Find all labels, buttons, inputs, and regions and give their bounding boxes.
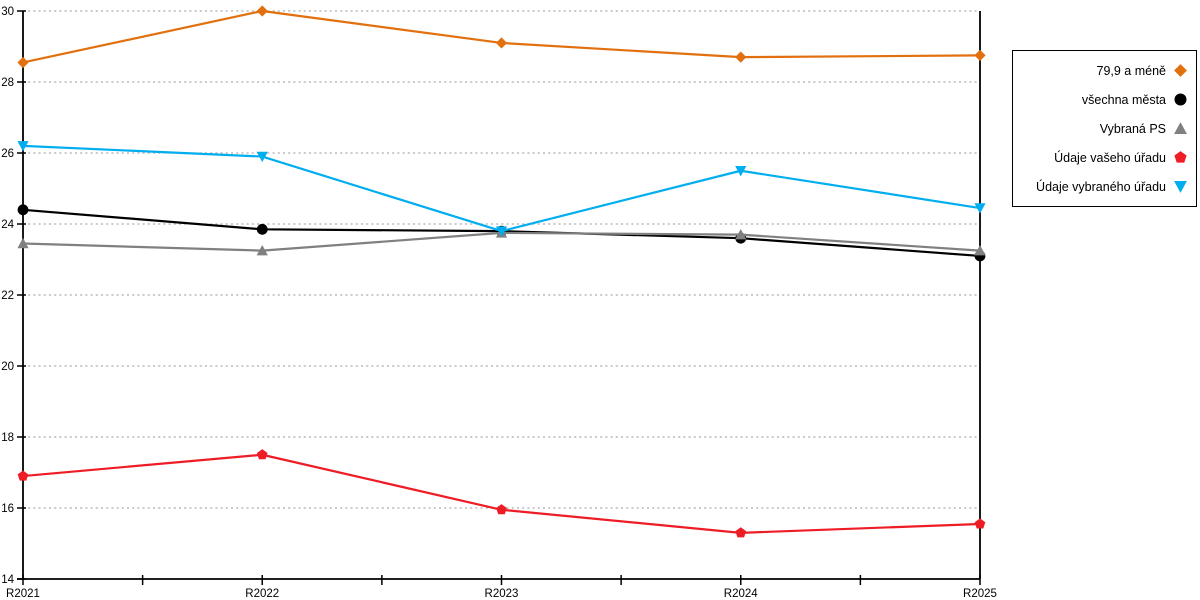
legend-item-label: 79,9 a méně	[1096, 63, 1167, 78]
x-tick-label: R2022	[245, 588, 279, 600]
y-tick-label: 14	[1, 574, 14, 586]
data-point-marker	[735, 165, 747, 177]
data-point-marker	[17, 204, 29, 216]
data-point-marker	[17, 141, 29, 152]
data-point-marker	[256, 5, 268, 17]
data-point-marker	[496, 504, 507, 515]
data-point-marker	[256, 223, 268, 235]
legend-item: Údaje vybraného úřadu	[1019, 172, 1188, 201]
chart-legend: 79,9 a méně všechna města Vybraná PS Údaje …	[1012, 50, 1197, 207]
series-0	[17, 5, 986, 69]
legend-item: Údaje vašeho úřadu	[1019, 143, 1188, 172]
y-tick-label: 30	[1, 6, 14, 18]
x-tick-label: R2025	[963, 588, 997, 600]
y-tick-label: 20	[1, 361, 14, 373]
data-point-marker	[974, 245, 986, 256]
y-tick-label: 16	[1, 503, 14, 515]
triangle-down-marker-icon	[1174, 181, 1187, 193]
y-tick-label: 28	[1, 77, 14, 89]
y-tick-label: 18	[1, 432, 14, 444]
triangle-up-marker-icon	[1174, 122, 1187, 134]
circle-marker-icon	[1174, 93, 1187, 106]
data-point-marker	[256, 151, 268, 163]
legend-item-label: Vybraná PS	[1099, 121, 1166, 136]
data-point-marker	[974, 49, 986, 61]
legend-item: Vybraná PS	[1019, 114, 1188, 143]
legend-marker-shape	[1174, 151, 1187, 163]
legend-item: 79,9 a méně	[1019, 56, 1188, 85]
axes: 14 16 18 20 22 24 26 28 30 R2021 R2022 R2023 R2024 R2…	[1, 6, 997, 600]
legend-item: všechna města	[1019, 85, 1188, 114]
data-point-marker	[17, 470, 29, 481]
data-point-marker	[735, 229, 747, 240]
data-point-marker	[17, 56, 29, 69]
data-point-marker	[735, 51, 747, 63]
line-chart: 14 16 18 20 22 24 26 28 30 R2021 R2022 R2023 R2024 R2…	[1, 5, 997, 600]
y-tick-label: 22	[1, 290, 14, 302]
data-point-marker	[974, 518, 986, 529]
data-point-marker	[256, 449, 268, 460]
series-line	[22, 9, 981, 64]
data-point-marker	[495, 226, 508, 237]
legend-marker-shape	[1174, 122, 1187, 134]
data-point-marker	[495, 37, 508, 49]
data-point-marker	[256, 245, 268, 256]
diamond-marker-icon	[1174, 64, 1187, 77]
y-tick-label: 26	[1, 148, 14, 160]
series-line	[22, 144, 981, 233]
pentagon-marker-icon	[1174, 151, 1187, 163]
data-point-marker	[735, 527, 747, 538]
legend-marker-shape	[1174, 64, 1187, 77]
x-tick-label: R2024	[724, 588, 758, 600]
gridlines	[23, 10, 980, 509]
legend-item-label: Údaje vašeho úřadu	[1054, 150, 1166, 165]
series-line	[22, 453, 981, 534]
y-tick-label: 24	[1, 219, 14, 231]
legend-marker-shape	[1174, 93, 1187, 106]
series-3	[17, 449, 986, 538]
legend-item-label: Údaje vybraného úřadu	[1036, 179, 1166, 194]
data-point-marker	[17, 237, 29, 249]
data-point-marker	[974, 203, 986, 214]
x-tick-label: R2021	[6, 588, 40, 600]
legend-item-label: všechna města	[1081, 92, 1166, 107]
series-4	[17, 141, 986, 237]
legend-marker-shape	[1174, 181, 1187, 193]
x-tick-label: R2023	[485, 588, 519, 600]
